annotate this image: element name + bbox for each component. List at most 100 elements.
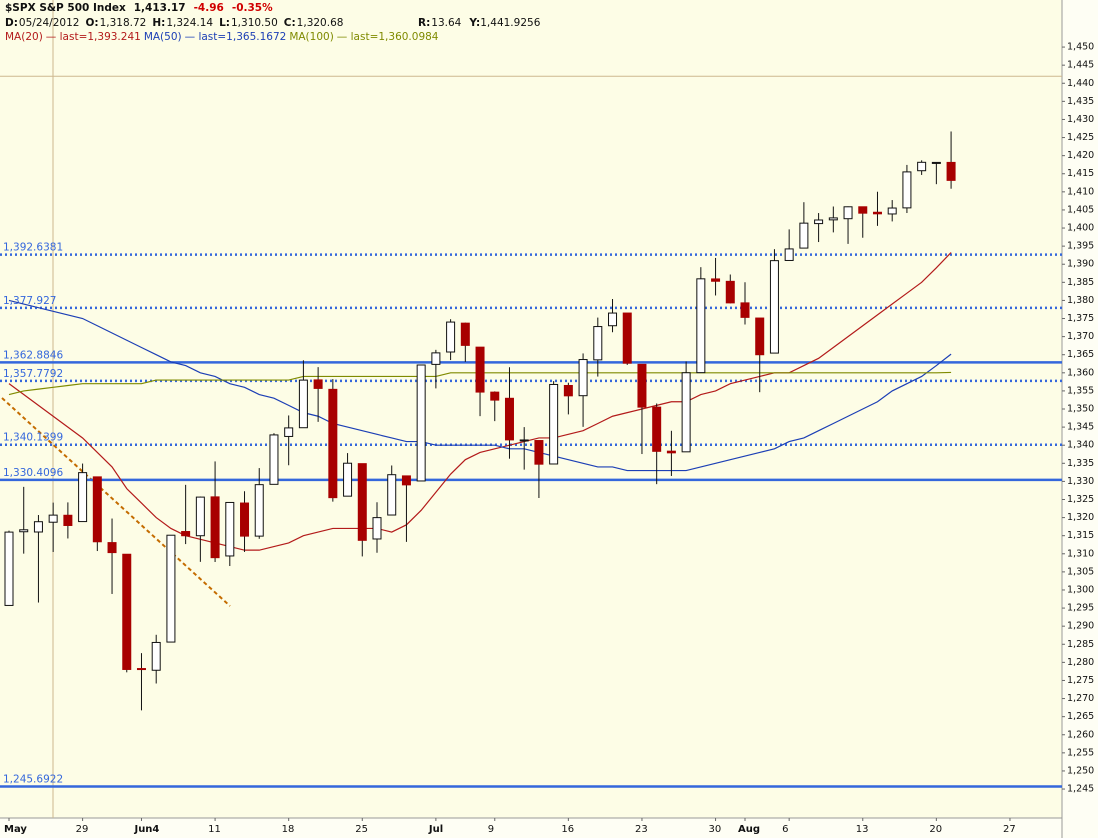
- y-tick-label: 1,370: [1067, 331, 1094, 342]
- y-tick-label: 1,410: [1067, 186, 1094, 197]
- x-tick-label: Jul: [428, 824, 443, 835]
- trendline: [1, 397, 231, 607]
- y-axis-background: [1062, 0, 1098, 838]
- y-tick-label: 1,325: [1067, 494, 1094, 505]
- y-tick-label: 1,295: [1067, 603, 1094, 614]
- legend-value: — last=1,393.241: [46, 31, 141, 43]
- candle-body: [799, 222, 809, 249]
- y-tick-label: 1,340: [1067, 440, 1094, 451]
- candle-body: [136, 668, 146, 671]
- x-tick-label: Aug: [738, 824, 760, 835]
- candle-body: [681, 372, 691, 453]
- y-tick-label: 1,380: [1067, 295, 1094, 306]
- field-value: 1,310.50: [231, 17, 278, 29]
- y-tick-label: 1,450: [1067, 42, 1094, 53]
- x-tick-label: Jun4: [133, 824, 159, 835]
- candle-body: [298, 379, 308, 429]
- x-tick-label: 6: [782, 824, 788, 835]
- candle-body: [313, 379, 323, 389]
- candle-body: [711, 278, 721, 282]
- legend-name: MA(20): [5, 31, 43, 43]
- candle-body: [902, 171, 912, 209]
- candle-body: [931, 161, 941, 164]
- field-key: C:: [284, 17, 296, 29]
- candle-body: [78, 472, 88, 523]
- candle-body: [534, 440, 544, 465]
- ma-line: [8, 299, 952, 472]
- candle-body: [343, 462, 353, 497]
- field-key: O:: [85, 17, 98, 29]
- y-tick-label: 1,335: [1067, 458, 1094, 469]
- x-tick-label: 30: [709, 824, 722, 835]
- header: $SPX S&P 500 Index 1,413.17 -4.96 -0.35%…: [5, 2, 541, 43]
- candle-body: [637, 363, 647, 408]
- candles: [4, 131, 956, 711]
- level-label: 1,392.6381: [3, 242, 63, 254]
- y-tick-label: 1,285: [1067, 639, 1094, 650]
- x-tick-label: 25: [355, 824, 368, 835]
- candle-body: [504, 397, 514, 441]
- x-tick-label: 29: [76, 824, 89, 835]
- field-key: L:: [219, 17, 230, 29]
- y-tick-label: 1,390: [1067, 259, 1094, 270]
- x-tick-label: 9: [488, 824, 494, 835]
- candle-body: [578, 359, 588, 397]
- candle-body: [195, 496, 205, 537]
- x-tick-label: 20: [929, 824, 942, 835]
- candle-body: [254, 484, 264, 537]
- y-tick-label: 1,415: [1067, 168, 1094, 179]
- range-key: R:: [418, 17, 430, 29]
- candle-body: [917, 161, 927, 172]
- y-tick-label: 1,280: [1067, 657, 1094, 668]
- legend-name: MA(100): [289, 31, 333, 43]
- y-tick-label: 1,320: [1067, 512, 1094, 523]
- field-value: 1,320.68: [297, 17, 344, 29]
- y-tick-label: 1,385: [1067, 277, 1094, 288]
- y-tick-label: 1,305: [1067, 566, 1094, 577]
- y-tick-label: 1,395: [1067, 241, 1094, 252]
- candle-body: [240, 502, 250, 537]
- candle-body: [490, 391, 500, 401]
- candle-body: [725, 280, 735, 304]
- candle-body: [63, 514, 73, 526]
- candle-body: [769, 260, 779, 354]
- candle-body: [946, 161, 956, 181]
- x-tick-label: 11: [208, 824, 221, 835]
- candle-body: [696, 278, 706, 374]
- y-tick-label: 1,270: [1067, 693, 1094, 704]
- candle-body: [328, 388, 338, 499]
- candle-body: [519, 439, 529, 442]
- symbol: $SPX S&P 500 Index: [5, 2, 126, 14]
- candle-body: [431, 352, 441, 365]
- y-tick-label: 1,310: [1067, 548, 1094, 559]
- level-label: 1,340.1399: [3, 432, 63, 444]
- field-value: 1,324.14: [166, 17, 213, 29]
- candle-body: [593, 326, 603, 361]
- last-price: 1,413.17: [134, 2, 186, 14]
- range-value: 13.64: [431, 17, 461, 29]
- candle-body: [107, 542, 117, 554]
- level-label: 1,245.6922: [3, 774, 63, 786]
- candle-body: [4, 531, 14, 606]
- candle-body: [122, 553, 132, 670]
- x-axis-background: [0, 818, 1062, 838]
- candle-body: [48, 514, 58, 523]
- y-tick-label: 1,440: [1067, 78, 1094, 89]
- candle-body: [33, 521, 43, 533]
- candle-body: [755, 317, 765, 356]
- legend-value: — last=1,360.0984: [337, 31, 439, 43]
- y-axis: 1,450 1,445 1,440 1,435 1,430 1,425 1,420 1,415…: [1062, 42, 1094, 795]
- candle-body: [387, 474, 397, 516]
- candle-body: [401, 475, 411, 486]
- y-tick-label: 1,290: [1067, 621, 1094, 632]
- y-tick-label: 1,315: [1067, 530, 1094, 541]
- candle-body: [608, 312, 618, 327]
- y-tick-label: 1,345: [1067, 422, 1094, 433]
- candle-body: [166, 534, 176, 643]
- x-tick-label: 23: [635, 824, 648, 835]
- candle-body: [151, 641, 161, 671]
- plot-background: [0, 0, 1062, 818]
- candle-body: [284, 427, 294, 437]
- candle-body: [872, 211, 882, 215]
- y-tick-label: 1,250: [1067, 765, 1094, 776]
